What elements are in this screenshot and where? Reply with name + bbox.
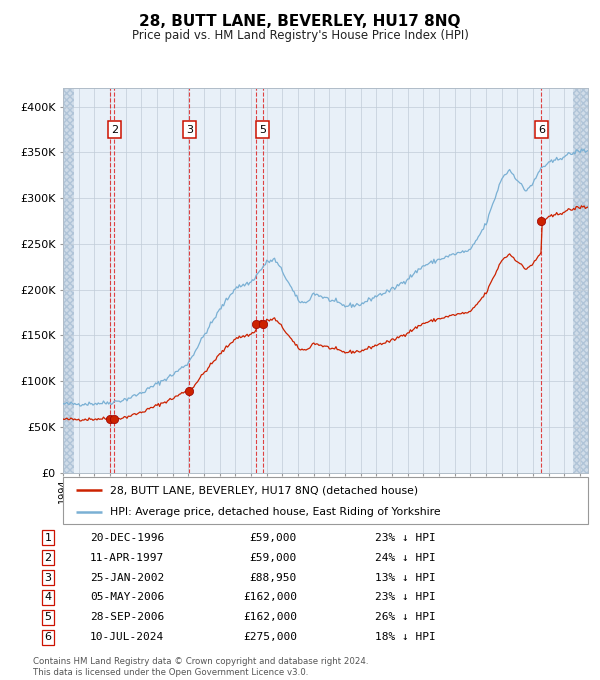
Text: 26% ↓ HPI: 26% ↓ HPI bbox=[375, 613, 436, 622]
Bar bbox=[573, 88, 600, 473]
Text: This data is licensed under the Open Government Licence v3.0.: This data is licensed under the Open Gov… bbox=[33, 668, 308, 677]
Text: 4: 4 bbox=[44, 592, 52, 602]
Text: 23% ↓ HPI: 23% ↓ HPI bbox=[375, 532, 436, 543]
Text: £59,000: £59,000 bbox=[250, 553, 297, 562]
Text: 5: 5 bbox=[259, 124, 266, 135]
Text: 25-JAN-2002: 25-JAN-2002 bbox=[90, 573, 164, 583]
Text: 28, BUTT LANE, BEVERLEY, HU17 8NQ (detached house): 28, BUTT LANE, BEVERLEY, HU17 8NQ (detac… bbox=[110, 486, 418, 495]
Text: £162,000: £162,000 bbox=[243, 613, 297, 622]
Bar bbox=[63, 88, 74, 473]
Text: 5: 5 bbox=[44, 613, 52, 622]
Text: 6: 6 bbox=[44, 632, 52, 643]
Text: £275,000: £275,000 bbox=[243, 632, 297, 643]
Text: 23% ↓ HPI: 23% ↓ HPI bbox=[375, 592, 436, 602]
Text: 20-DEC-1996: 20-DEC-1996 bbox=[90, 532, 164, 543]
Text: 10-JUL-2024: 10-JUL-2024 bbox=[90, 632, 164, 643]
Text: 6: 6 bbox=[538, 124, 545, 135]
Text: 2: 2 bbox=[111, 124, 118, 135]
FancyBboxPatch shape bbox=[63, 477, 588, 524]
Text: 24% ↓ HPI: 24% ↓ HPI bbox=[375, 553, 436, 562]
Text: Price paid vs. HM Land Registry's House Price Index (HPI): Price paid vs. HM Land Registry's House … bbox=[131, 29, 469, 41]
Text: 1: 1 bbox=[44, 532, 52, 543]
Text: 05-MAY-2006: 05-MAY-2006 bbox=[90, 592, 164, 602]
Text: £88,950: £88,950 bbox=[250, 573, 297, 583]
Text: Contains HM Land Registry data © Crown copyright and database right 2024.: Contains HM Land Registry data © Crown c… bbox=[33, 657, 368, 666]
Text: HPI: Average price, detached house, East Riding of Yorkshire: HPI: Average price, detached house, East… bbox=[110, 507, 441, 517]
Text: 11-APR-1997: 11-APR-1997 bbox=[90, 553, 164, 562]
Text: 2: 2 bbox=[44, 553, 52, 562]
Text: 28, BUTT LANE, BEVERLEY, HU17 8NQ: 28, BUTT LANE, BEVERLEY, HU17 8NQ bbox=[139, 14, 461, 29]
Text: 3: 3 bbox=[186, 124, 193, 135]
Text: 13% ↓ HPI: 13% ↓ HPI bbox=[375, 573, 436, 583]
Text: 18% ↓ HPI: 18% ↓ HPI bbox=[375, 632, 436, 643]
Text: £59,000: £59,000 bbox=[250, 532, 297, 543]
Text: 28-SEP-2006: 28-SEP-2006 bbox=[90, 613, 164, 622]
Text: 3: 3 bbox=[44, 573, 52, 583]
Text: £162,000: £162,000 bbox=[243, 592, 297, 602]
